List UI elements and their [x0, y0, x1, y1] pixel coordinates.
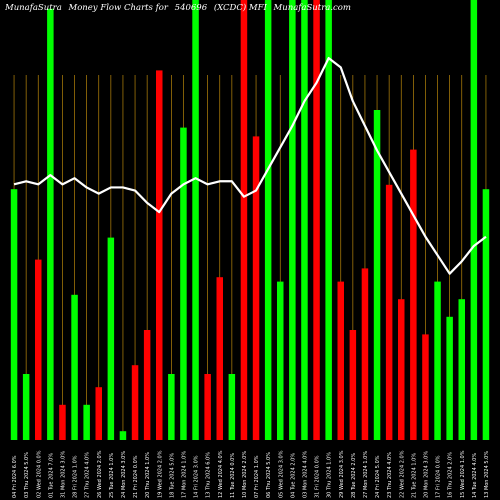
volume-bar: [10, 189, 18, 440]
mfi-line-group: [13, 56, 487, 275]
volume-bar: [192, 0, 199, 440]
volume-bar: [277, 281, 284, 440]
volume-bar: [180, 127, 187, 440]
volume-bar: [59, 404, 66, 440]
symbol-code: 540696: [174, 3, 208, 13]
x-tick-label: 31 Mon 2024 3.0%: [60, 451, 66, 498]
volume-bar: [289, 0, 296, 440]
x-tick-label: 03 Mon 2024 4.0%: [302, 451, 308, 498]
volume-bar: [385, 184, 393, 440]
x-tick-labels: 04 Fri 2024 6.0% 03 Thu 2024 5.0% 02 Wed 2…: [12, 450, 490, 498]
x-tick-label: 16 Thu 2024 2.0%: [448, 452, 454, 498]
volume-bar: [95, 387, 102, 440]
x-tick-label: 24 Mon 2024 3.0%: [121, 451, 127, 498]
chart-title: MunafaSutra Money Flow Charts for 540696…: [5, 3, 495, 17]
chart-kind: Money Flow Charts for: [68, 3, 168, 13]
volume-bars: [10, 0, 490, 441]
volume-bar: [410, 149, 417, 440]
volume-bar: [107, 237, 115, 440]
x-tick-label: 04 Tue 2024 2.0%: [290, 453, 296, 498]
volume-bar: [446, 316, 453, 440]
site-credit: MunafaSutra.com: [273, 3, 351, 13]
x-tick-label: 24 Fri 2024 5.0%: [375, 455, 381, 498]
x-tick-label: 27 Mon 2024 1.0%: [363, 451, 369, 498]
x-tick-label: 21 Tue 2024 1.0%: [411, 453, 417, 498]
volume-bar: [131, 365, 139, 440]
x-tick-label: 31 Fri 2024 0.0%: [315, 455, 321, 498]
volume-bar: [313, 0, 320, 440]
volume-bar: [119, 431, 127, 440]
x-tick-label: 30 Thu 2024 1.0%: [327, 452, 333, 498]
volume-bar: [349, 330, 357, 440]
x-tick-label: 20 Thu 2024 1.0%: [145, 452, 151, 498]
volume-bar: [482, 189, 490, 440]
volume-bar: [470, 0, 478, 440]
x-tick-label: 28 Tue 2024 2.0%: [351, 453, 357, 498]
mfi-line: [13, 56, 487, 275]
volume-bar: [168, 374, 175, 440]
x-tick-label: 14 Fri 2024 3.0%: [194, 455, 200, 498]
x-tick-label: 17 Fri 2024 0.0%: [436, 455, 442, 498]
volume-bar: [458, 299, 465, 440]
volume-bar: [204, 374, 211, 440]
x-tick-label: 10 Mon 2024 2.0%: [242, 451, 248, 498]
volume-bar: [434, 281, 441, 440]
volume-bar: [71, 294, 78, 440]
volume-bar: [264, 0, 272, 440]
x-tick-label: 13 Thu 2024 6.0%: [206, 452, 212, 498]
volume-bar: [337, 281, 344, 440]
volume-bar: [301, 0, 308, 440]
x-tick-label: 25 Tue 2024 1.0%: [109, 453, 115, 498]
volume-bar: [35, 259, 42, 440]
x-tick-label: 17 Mon 2024 1.0%: [181, 451, 187, 498]
x-tick-label: 05 Wed 2024 3.0%: [278, 450, 284, 498]
volume-bar: [22, 374, 30, 440]
volume-bar: [47, 8, 54, 441]
volume-bar: [398, 299, 405, 440]
x-tick-label: 28 Fri 2024 1.0%: [73, 455, 79, 498]
x-tick-label: 18 Tue 2024 5.0%: [169, 453, 175, 498]
x-tick-label: 07 Fri 2024 1.0%: [254, 455, 260, 498]
volume-bar: [228, 374, 236, 440]
x-tick-label: 12 Wed 2024 4.0%: [218, 450, 224, 498]
x-tick-label: 04 Fri 2024 6.0%: [12, 455, 18, 498]
volume-bar: [156, 70, 163, 441]
x-tick-label: 22 Wed 2024 2.0%: [399, 450, 405, 498]
overlay-label: (XCDC) MFI: [213, 3, 267, 13]
x-tick-label: 14 Tue 2024 4.0%: [472, 453, 478, 498]
volume-bar: [143, 330, 151, 440]
volume-bar: [422, 334, 429, 440]
x-tick-label: 27 Thu 2024 4.0%: [85, 452, 91, 498]
x-tick-label: 26 Wed 2024 2.0%: [97, 450, 103, 498]
volume-bar: [361, 268, 369, 440]
x-tick-label: 19 Wed 2024 2.0%: [157, 450, 163, 498]
x-tick-label: 20 Mon 2024 3.0%: [423, 451, 429, 498]
volume-bar: [325, 0, 332, 440]
volume-bar: [373, 110, 381, 440]
x-tick-label: 21 Fri 2024 0.0%: [133, 455, 139, 498]
volume-bar: [240, 0, 248, 440]
x-tick-label: 13 Mon 2024 5.0%: [484, 451, 490, 498]
volume-bar: [252, 136, 260, 440]
x-tick-label: 03 Thu 2024 5.0%: [24, 452, 30, 498]
volume-bar: [216, 277, 223, 440]
site-name: MunafaSutra: [5, 3, 62, 13]
x-tick-label: 02 Wed 2024 0.0%: [36, 450, 42, 498]
x-tick-label: 11 Tue 2024 0.0%: [230, 453, 236, 498]
volume-bar: [83, 404, 90, 440]
x-tick-label: 06 Thu 2024 5.0%: [266, 452, 272, 498]
x-tick-label: 29 Wed 2024 3.0%: [339, 450, 345, 498]
x-tick-label: 23 Thu 2024 4.0%: [387, 452, 393, 498]
x-tick-label: 15 Wed 2024 1.0%: [460, 450, 466, 498]
x-tick-label: 01 Tue 2024 7.0%: [48, 453, 54, 498]
